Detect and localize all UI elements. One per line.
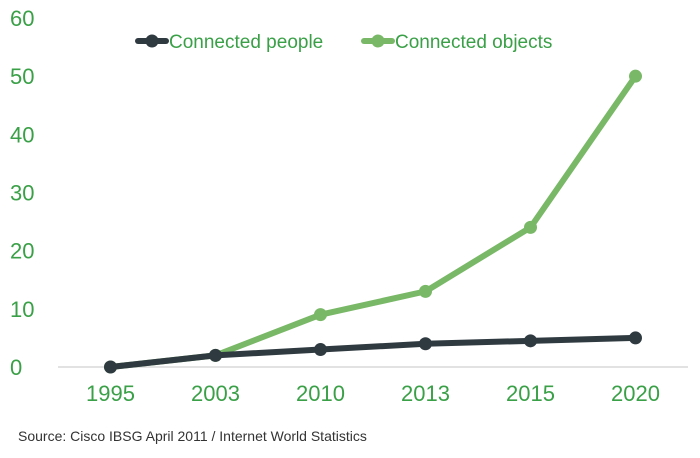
data-point [104, 360, 117, 374]
legend-label: Connected people [169, 32, 323, 53]
y-tick-label: 30 [10, 181, 34, 206]
x-tick-label: 2013 [401, 381, 450, 406]
data-point [524, 334, 537, 348]
series-lines [104, 69, 642, 374]
x-tick-label: 2015 [506, 381, 555, 406]
series-1 [104, 69, 642, 374]
source-note: Source: Cisco IBSG April 2011 / Internet… [18, 428, 367, 444]
series-line [107, 73, 639, 370]
y-tick-label: 20 [10, 239, 34, 264]
x-tick-label: 2020 [611, 381, 660, 406]
legend-swatch-marker [371, 34, 385, 48]
legend-item: Connected objects [361, 32, 552, 53]
series-0 [104, 331, 642, 374]
legend-swatch-marker [145, 34, 159, 48]
x-tick-label: 2003 [191, 381, 240, 406]
data-point [209, 348, 222, 362]
data-point [524, 220, 537, 234]
data-point [419, 337, 432, 351]
series-line [107, 334, 639, 370]
x-tick-label: 1995 [86, 381, 135, 406]
x-tick-label: 2010 [296, 381, 345, 406]
data-point [629, 69, 642, 83]
legend: Connected people Connected objects [135, 32, 552, 53]
legend-label: Connected objects [395, 32, 552, 53]
data-point [419, 284, 432, 298]
data-point [629, 331, 642, 345]
legend-item: Connected people [135, 32, 323, 53]
x-axis-ticks: 1995 2003 2010 2013 2015 2020 [86, 381, 660, 406]
y-axis-ticks: 0 10 20 30 40 50 60 [10, 6, 34, 380]
data-point [314, 308, 327, 322]
data-point [314, 343, 327, 357]
y-tick-label: 50 [10, 64, 34, 89]
y-tick-label: 0 [10, 355, 22, 380]
y-tick-label: 60 [10, 6, 34, 31]
y-tick-label: 10 [10, 297, 34, 322]
y-tick-label: 40 [10, 122, 34, 147]
